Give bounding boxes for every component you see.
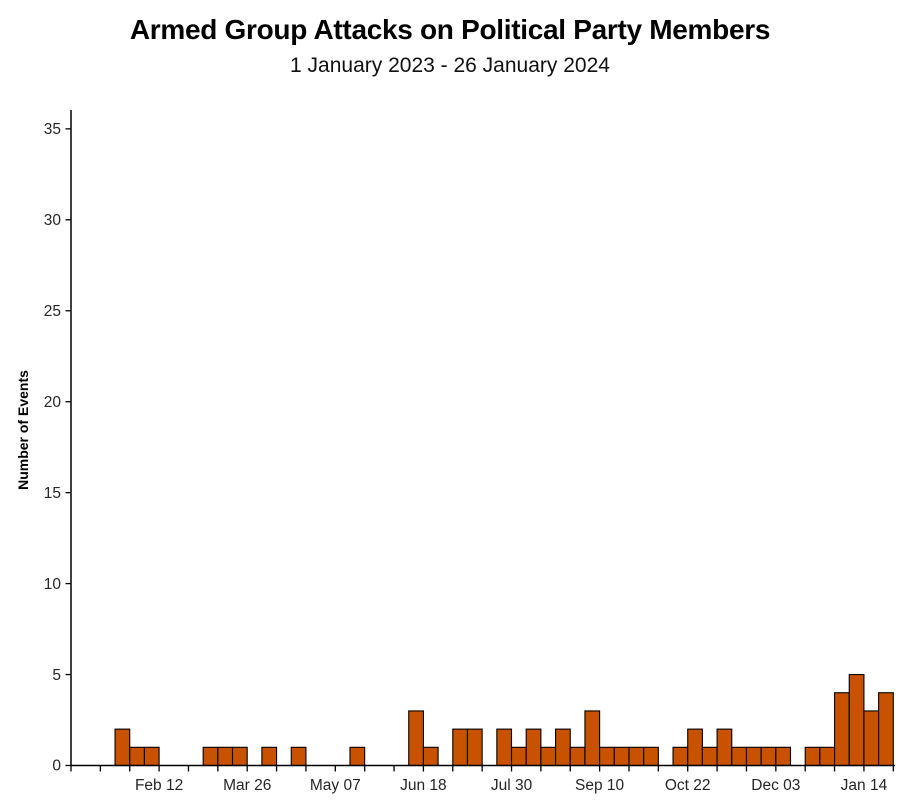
x-tick-label: Feb 12 bbox=[135, 777, 183, 794]
y-tick-label: 10 bbox=[44, 576, 62, 593]
chart-subtitle: 1 January 2023 - 26 January 2024 bbox=[290, 54, 610, 77]
bar bbox=[878, 692, 894, 767]
bar bbox=[422, 746, 439, 767]
bar bbox=[202, 746, 219, 767]
bar bbox=[452, 728, 469, 767]
x-tick-label: Oct 22 bbox=[665, 777, 711, 794]
bar bbox=[819, 746, 836, 767]
chart-title: Armed Group Attacks on Political Party M… bbox=[129, 14, 771, 45]
y-tick-label: 30 bbox=[44, 212, 62, 229]
bar bbox=[672, 746, 689, 767]
bar bbox=[408, 710, 424, 767]
bar bbox=[569, 746, 586, 767]
x-tick-label: Dec 03 bbox=[751, 777, 800, 794]
bar bbox=[231, 746, 248, 767]
y-tick-label: 20 bbox=[44, 394, 62, 411]
bar bbox=[716, 728, 733, 767]
y-tick-label: 35 bbox=[44, 121, 61, 138]
bar bbox=[863, 710, 880, 767]
bar bbox=[129, 746, 145, 767]
bar bbox=[745, 746, 762, 767]
bar bbox=[143, 746, 160, 767]
bar bbox=[540, 746, 557, 767]
bar bbox=[525, 728, 542, 767]
x-tick-label: Sep 10 bbox=[575, 777, 625, 794]
bar bbox=[760, 746, 777, 767]
bar bbox=[613, 746, 630, 767]
bar bbox=[599, 746, 615, 767]
x-tick-label: Jun 18 bbox=[400, 777, 447, 794]
bar bbox=[687, 728, 703, 767]
bar bbox=[731, 746, 748, 767]
bar bbox=[804, 746, 821, 767]
bar bbox=[290, 746, 307, 767]
x-tick-label: Mar 26 bbox=[223, 777, 271, 794]
bar bbox=[466, 728, 483, 767]
x-tick-label: Jul 30 bbox=[491, 777, 533, 794]
y-tick-label: 5 bbox=[52, 667, 61, 684]
bar bbox=[848, 673, 865, 767]
bar bbox=[584, 710, 601, 767]
bar bbox=[775, 746, 792, 767]
y-tick-label: 15 bbox=[44, 485, 61, 502]
bar bbox=[834, 692, 850, 767]
bar bbox=[555, 728, 571, 767]
bar bbox=[510, 746, 527, 767]
x-tick-label: May 07 bbox=[310, 777, 361, 794]
bar bbox=[496, 728, 513, 767]
bar bbox=[349, 746, 366, 767]
bar bbox=[701, 746, 718, 767]
bar bbox=[114, 728, 131, 767]
bar bbox=[643, 746, 659, 767]
bar bbox=[628, 746, 645, 767]
x-tick-label: Jan 14 bbox=[841, 777, 888, 794]
y-tick-label: 25 bbox=[44, 303, 61, 320]
y-tick-label: 0 bbox=[52, 758, 61, 775]
bar bbox=[261, 746, 278, 767]
bar bbox=[217, 746, 234, 767]
